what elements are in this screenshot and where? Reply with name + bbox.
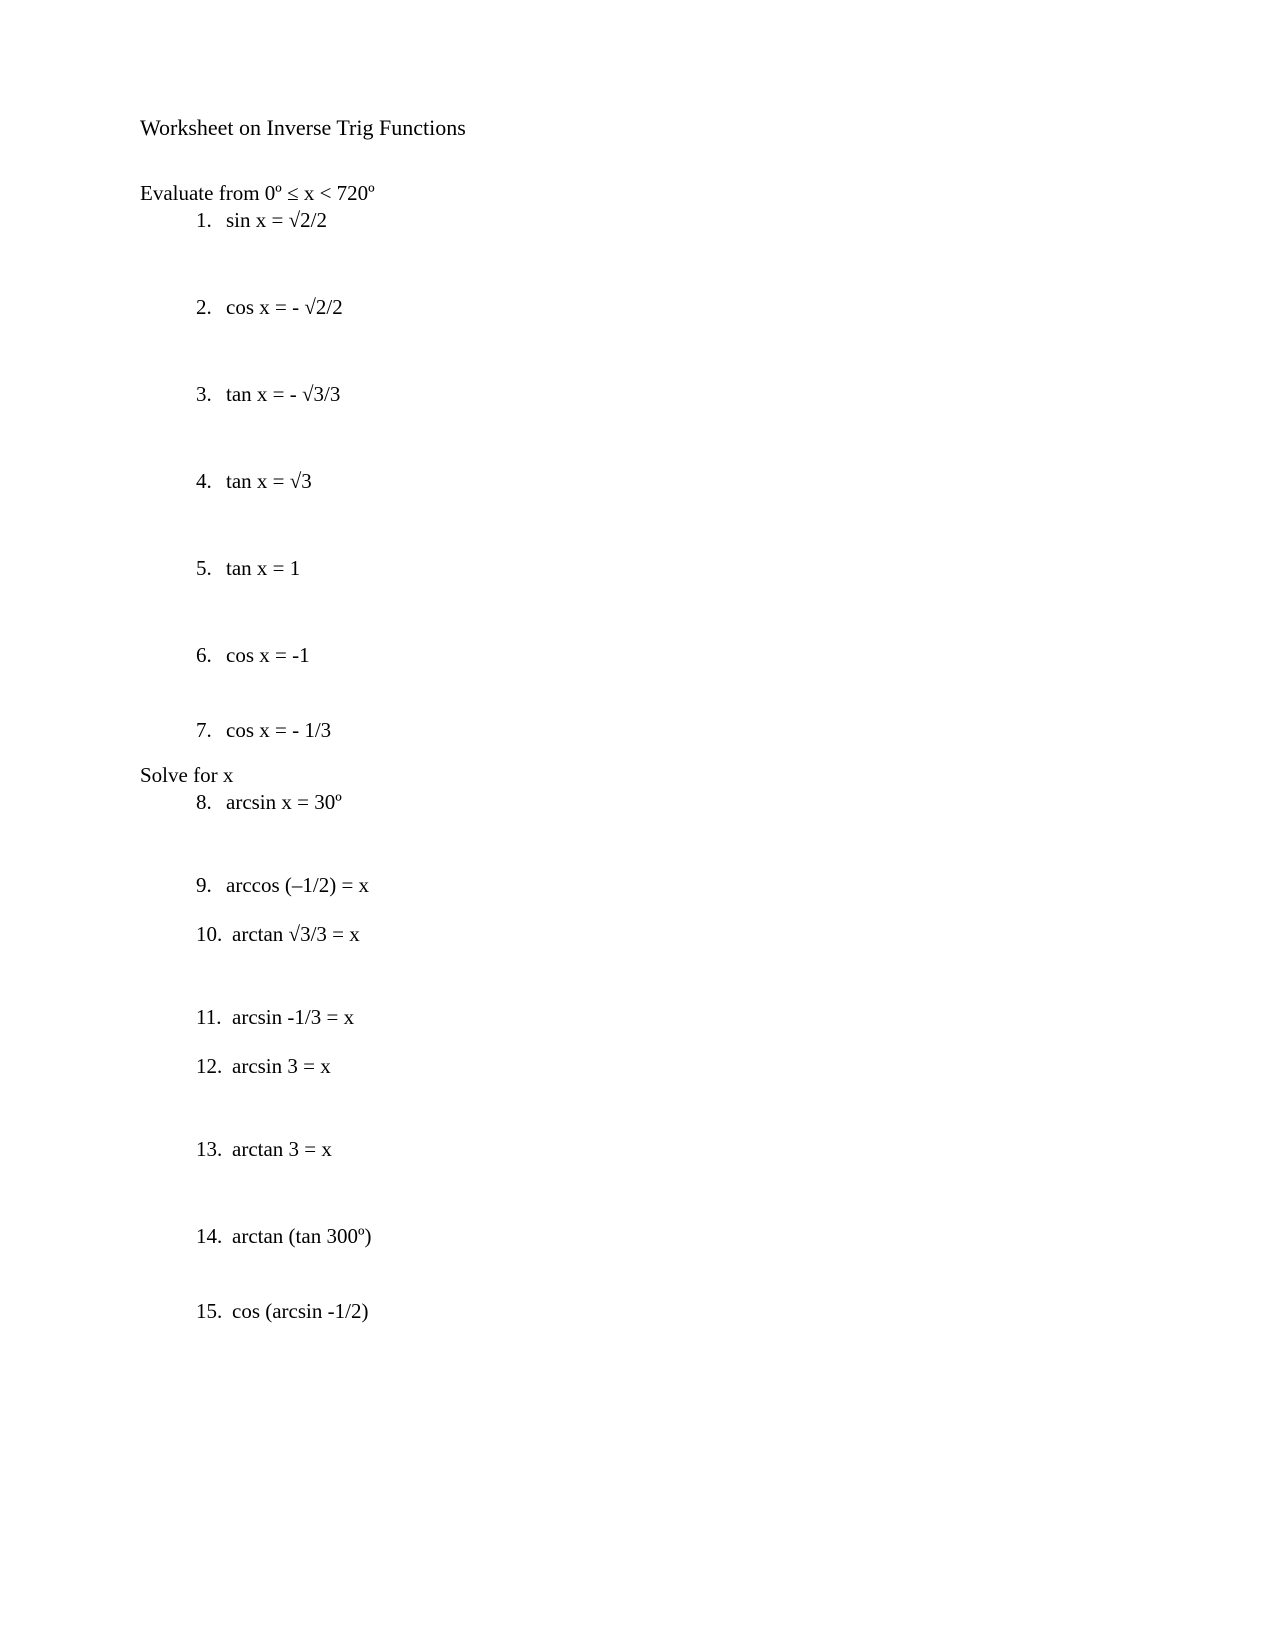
problem-number: 10. — [196, 922, 232, 947]
problem-content: cos x = - 1/3 — [226, 718, 331, 743]
problem-item: 15. cos (arcsin -1/2) — [196, 1299, 1135, 1324]
problem-item: 10. arctan √3/3 = x — [196, 922, 1135, 947]
problem-content: arcsin 3 = x — [232, 1054, 331, 1079]
problem-number: 11. — [196, 1005, 232, 1030]
problem-number: 14. — [196, 1224, 232, 1249]
problem-item: 9. arccos (–1/2) = x — [196, 873, 1135, 898]
problem-number: 6. — [196, 643, 226, 668]
problem-number: 2. — [196, 295, 226, 320]
problem-item: 5. tan x = 1 — [196, 556, 1135, 581]
problem-content: arccos (–1/2) = x — [226, 873, 369, 898]
section2-list: 8. arcsin x = 30º 9. arccos (–1/2) = x 1… — [140, 790, 1135, 1324]
section2-header: Solve for x — [140, 763, 1135, 788]
problem-item: 8. arcsin x = 30º — [196, 790, 1135, 815]
problem-number: 7. — [196, 718, 226, 743]
problem-item: 12. arcsin 3 = x — [196, 1054, 1135, 1079]
problem-number: 12. — [196, 1054, 232, 1079]
problem-content: cos (arcsin -1/2) — [232, 1299, 368, 1324]
problem-content: arcsin -1/3 = x — [232, 1005, 354, 1030]
problem-number: 15. — [196, 1299, 232, 1324]
problem-number: 3. — [196, 382, 226, 407]
worksheet-title: Worksheet on Inverse Trig Functions — [140, 115, 1135, 141]
problem-item: 1. sin x = √2/2 — [196, 208, 1135, 233]
problem-content: cos x = -1 — [226, 643, 310, 668]
problem-number: 8. — [196, 790, 226, 815]
problem-number: 4. — [196, 469, 226, 494]
problem-item: 14. arctan (tan 300º) — [196, 1224, 1135, 1249]
problem-content: tan x = 1 — [226, 556, 300, 581]
section1-header: Evaluate from 0º ≤ x < 720º — [140, 181, 1135, 206]
problem-item: 13. arctan 3 = x — [196, 1137, 1135, 1162]
problem-number: 13. — [196, 1137, 232, 1162]
problem-content: cos x = - √2/2 — [226, 295, 343, 320]
problem-item: 7. cos x = - 1/3 — [196, 718, 1135, 743]
problem-content: arctan √3/3 = x — [232, 922, 360, 947]
problem-item: 4. tan x = √3 — [196, 469, 1135, 494]
problem-number: 1. — [196, 208, 226, 233]
problem-content: sin x = √2/2 — [226, 208, 327, 233]
section1-list: 1. sin x = √2/2 2. cos x = - √2/2 3. tan… — [140, 208, 1135, 743]
problem-content: tan x = - √3/3 — [226, 382, 340, 407]
problem-item: 2. cos x = - √2/2 — [196, 295, 1135, 320]
problem-content: arctan 3 = x — [232, 1137, 332, 1162]
problem-item: 3. tan x = - √3/3 — [196, 382, 1135, 407]
problem-number: 5. — [196, 556, 226, 581]
problem-number: 9. — [196, 873, 226, 898]
problem-item: 11. arcsin -1/3 = x — [196, 1005, 1135, 1030]
problem-content: tan x = √3 — [226, 469, 312, 494]
problem-content: arctan (tan 300º) — [232, 1224, 371, 1249]
problem-content: arcsin x = 30º — [226, 790, 342, 815]
problem-item: 6. cos x = -1 — [196, 643, 1135, 668]
